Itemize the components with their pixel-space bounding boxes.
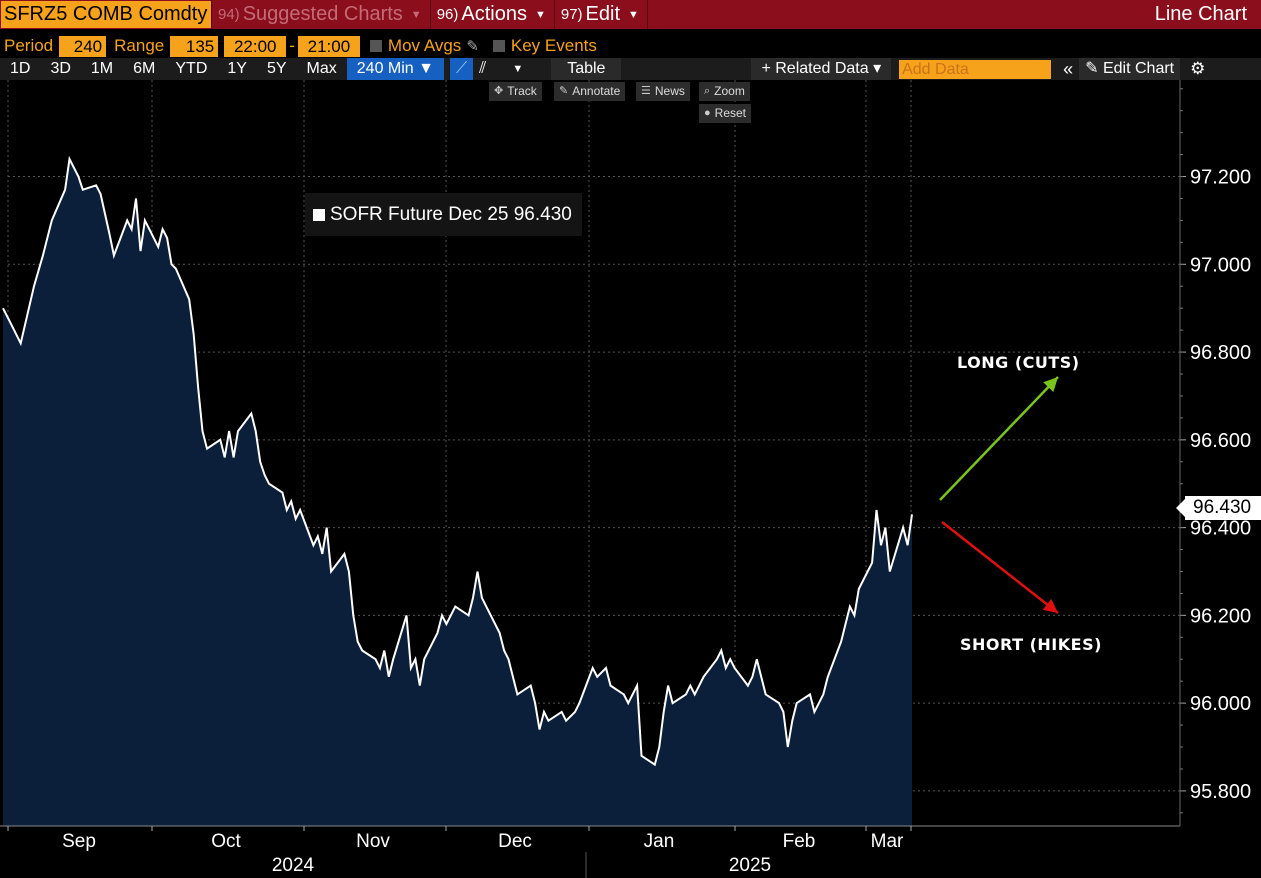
settings-row: Period 240 Range 135 22:00 - 21:00 Mov A… [0, 34, 1261, 58]
toolbar: 1D 3D 1M 6M YTD 1Y 5Y Max 240 Min ▼ ⟋ ⫽ … [0, 58, 1261, 80]
x-tick-label: Sep [62, 831, 96, 852]
related-data-button[interactable]: + Related Data ▾ [751, 58, 892, 80]
range-5y-button[interactable]: 5Y [266, 60, 287, 77]
chevron-down-icon[interactable]: ▼ [512, 63, 524, 75]
crosshair-icon: ✥ [494, 85, 504, 97]
last-price-tag: 96.430 [1176, 496, 1261, 520]
annotate-label: Annotate [572, 84, 621, 98]
y-tick-label: 95.800 [1190, 781, 1251, 803]
gear-icon[interactable]: ⚙ [1190, 59, 1206, 78]
news-label: News [654, 84, 685, 98]
line-chart-icon[interactable]: ⟋ [449, 58, 474, 80]
time-to-field[interactable]: 21:00 [297, 35, 360, 57]
year-label: 2025 [729, 855, 771, 876]
time-separator: - [289, 36, 295, 55]
top-bar: SFRZ5 COMB Comdty 94) Suggested Charts ▼… [0, 0, 1261, 29]
mov-avgs-label: Mov Avgs [387, 36, 462, 55]
short-arrow-head [1042, 598, 1058, 613]
chevron-down-icon: ▼ [534, 8, 546, 21]
range-1y-button[interactable]: 1Y [227, 60, 247, 77]
mov-avgs-checkbox[interactable] [369, 40, 382, 52]
range-1m-button[interactable]: 1M [90, 60, 114, 77]
y-tick-label: 97.000 [1190, 254, 1251, 276]
zoom-label: Zoom [714, 84, 745, 98]
x-axis: Sep Oct Nov Dec Jan Feb Mar 2024 2025 [0, 825, 1180, 878]
x-tick-label: Mar [871, 831, 904, 852]
long-annotation: LONG (CUTS) [957, 353, 1080, 372]
legend-swatch [313, 208, 325, 221]
y-tick-label: 96.200 [1190, 605, 1251, 627]
annotation-arrows [939, 376, 1059, 614]
menu-label: Edit [585, 3, 621, 25]
annotate-button[interactable]: ✎ Annotate [554, 82, 626, 101]
price-area-fill [3, 159, 912, 826]
add-data-input[interactable]: Add Data [899, 59, 1052, 79]
short-arrow [941, 521, 1059, 614]
y-axis: 95.800 96.000 96.200 96.400 96.600 96.800 97.0… [1179, 80, 1251, 826]
x-tick-label: Oct [211, 831, 241, 852]
pencil-icon: ✎ [1085, 60, 1103, 77]
range-3d-button[interactable]: 3D [50, 60, 71, 77]
news-icon: ☰ [641, 85, 651, 97]
suggested-charts-menu[interactable]: 94) Suggested Charts ▼ [211, 0, 430, 29]
y-tick-label: 97.200 [1190, 167, 1251, 189]
long-arrow [939, 376, 1059, 501]
track-label: Track [507, 84, 537, 98]
y-tick-label: 96.600 [1190, 430, 1251, 452]
menu-number: 96) [436, 6, 459, 23]
track-button[interactable]: ✥ Track [489, 82, 542, 101]
pencil-icon: ✎ [559, 85, 569, 97]
period-label: Period [4, 36, 54, 55]
x-tick-label: Feb [783, 831, 816, 852]
time-from-field[interactable]: 22:00 [224, 35, 287, 57]
series-legend[interactable]: SOFR Future Dec 25 96.430 [305, 193, 582, 236]
table-button[interactable]: Table [551, 58, 622, 80]
x-tick-label: Jan [644, 831, 675, 852]
key-events-checkbox[interactable] [492, 40, 505, 52]
range-6m-button[interactable]: 6M [133, 60, 156, 77]
x-tick-label: Dec [498, 831, 532, 852]
range-label: Range [114, 36, 165, 55]
collapse-icon[interactable]: « [1063, 59, 1074, 79]
y-tick-label: 96.000 [1190, 693, 1251, 715]
year-label: 2024 [272, 855, 315, 876]
period-field[interactable]: 240 [59, 35, 107, 57]
pencil-icon[interactable]: ✎ [466, 38, 479, 55]
edit-chart-button[interactable]: ✎ Edit Chart [1079, 58, 1181, 80]
news-button[interactable]: ☰ News [636, 82, 690, 101]
menu-label: Suggested Charts [242, 3, 403, 25]
menu-number: 94) [218, 6, 240, 23]
price-line [2, 155, 913, 767]
key-events-label: Key Events [510, 36, 597, 55]
long-arrow-head [1043, 377, 1058, 392]
range-field[interactable]: 135 [170, 35, 219, 57]
menu-label: Actions [461, 3, 527, 25]
edit-chart-label: Edit Chart [1102, 60, 1175, 77]
reset-label: Reset [714, 106, 747, 120]
range-ytd-button[interactable]: YTD [175, 60, 208, 77]
interval-dropdown[interactable]: 240 Min ▼ [346, 58, 444, 80]
edit-menu[interactable]: 97) Edit ▼ [553, 0, 648, 29]
chart-type-title: Line Chart [1154, 3, 1247, 25]
magnifier-icon: ⌕ [704, 85, 711, 97]
y-tick-label: 96.400 [1190, 518, 1251, 540]
ticker-field[interactable]: SFRZ5 COMB Comdty [1, 1, 211, 28]
menu-number: 97) [560, 6, 583, 23]
y-tick-label: 96.800 [1190, 342, 1251, 364]
x-tick-label: Nov [356, 831, 390, 852]
bar-chart-icon[interactable]: ⫽ [479, 60, 487, 77]
actions-menu[interactable]: 96) Actions ▼ [429, 0, 554, 29]
reset-button[interactable]: ● Reset [699, 104, 752, 123]
chevron-down-icon: ▼ [628, 8, 639, 21]
chevron-down-icon: ▼ [410, 8, 422, 21]
range-max-button[interactable]: Max [306, 60, 337, 77]
range-1d-button[interactable]: 1D [10, 60, 31, 77]
short-annotation: SHORT (HIKES) [960, 635, 1102, 654]
legend-label: SOFR Future Dec 25 96.430 [330, 203, 572, 225]
reset-icon: ● [704, 107, 711, 119]
zoom-button[interactable]: ⌕ Zoom [699, 82, 750, 101]
